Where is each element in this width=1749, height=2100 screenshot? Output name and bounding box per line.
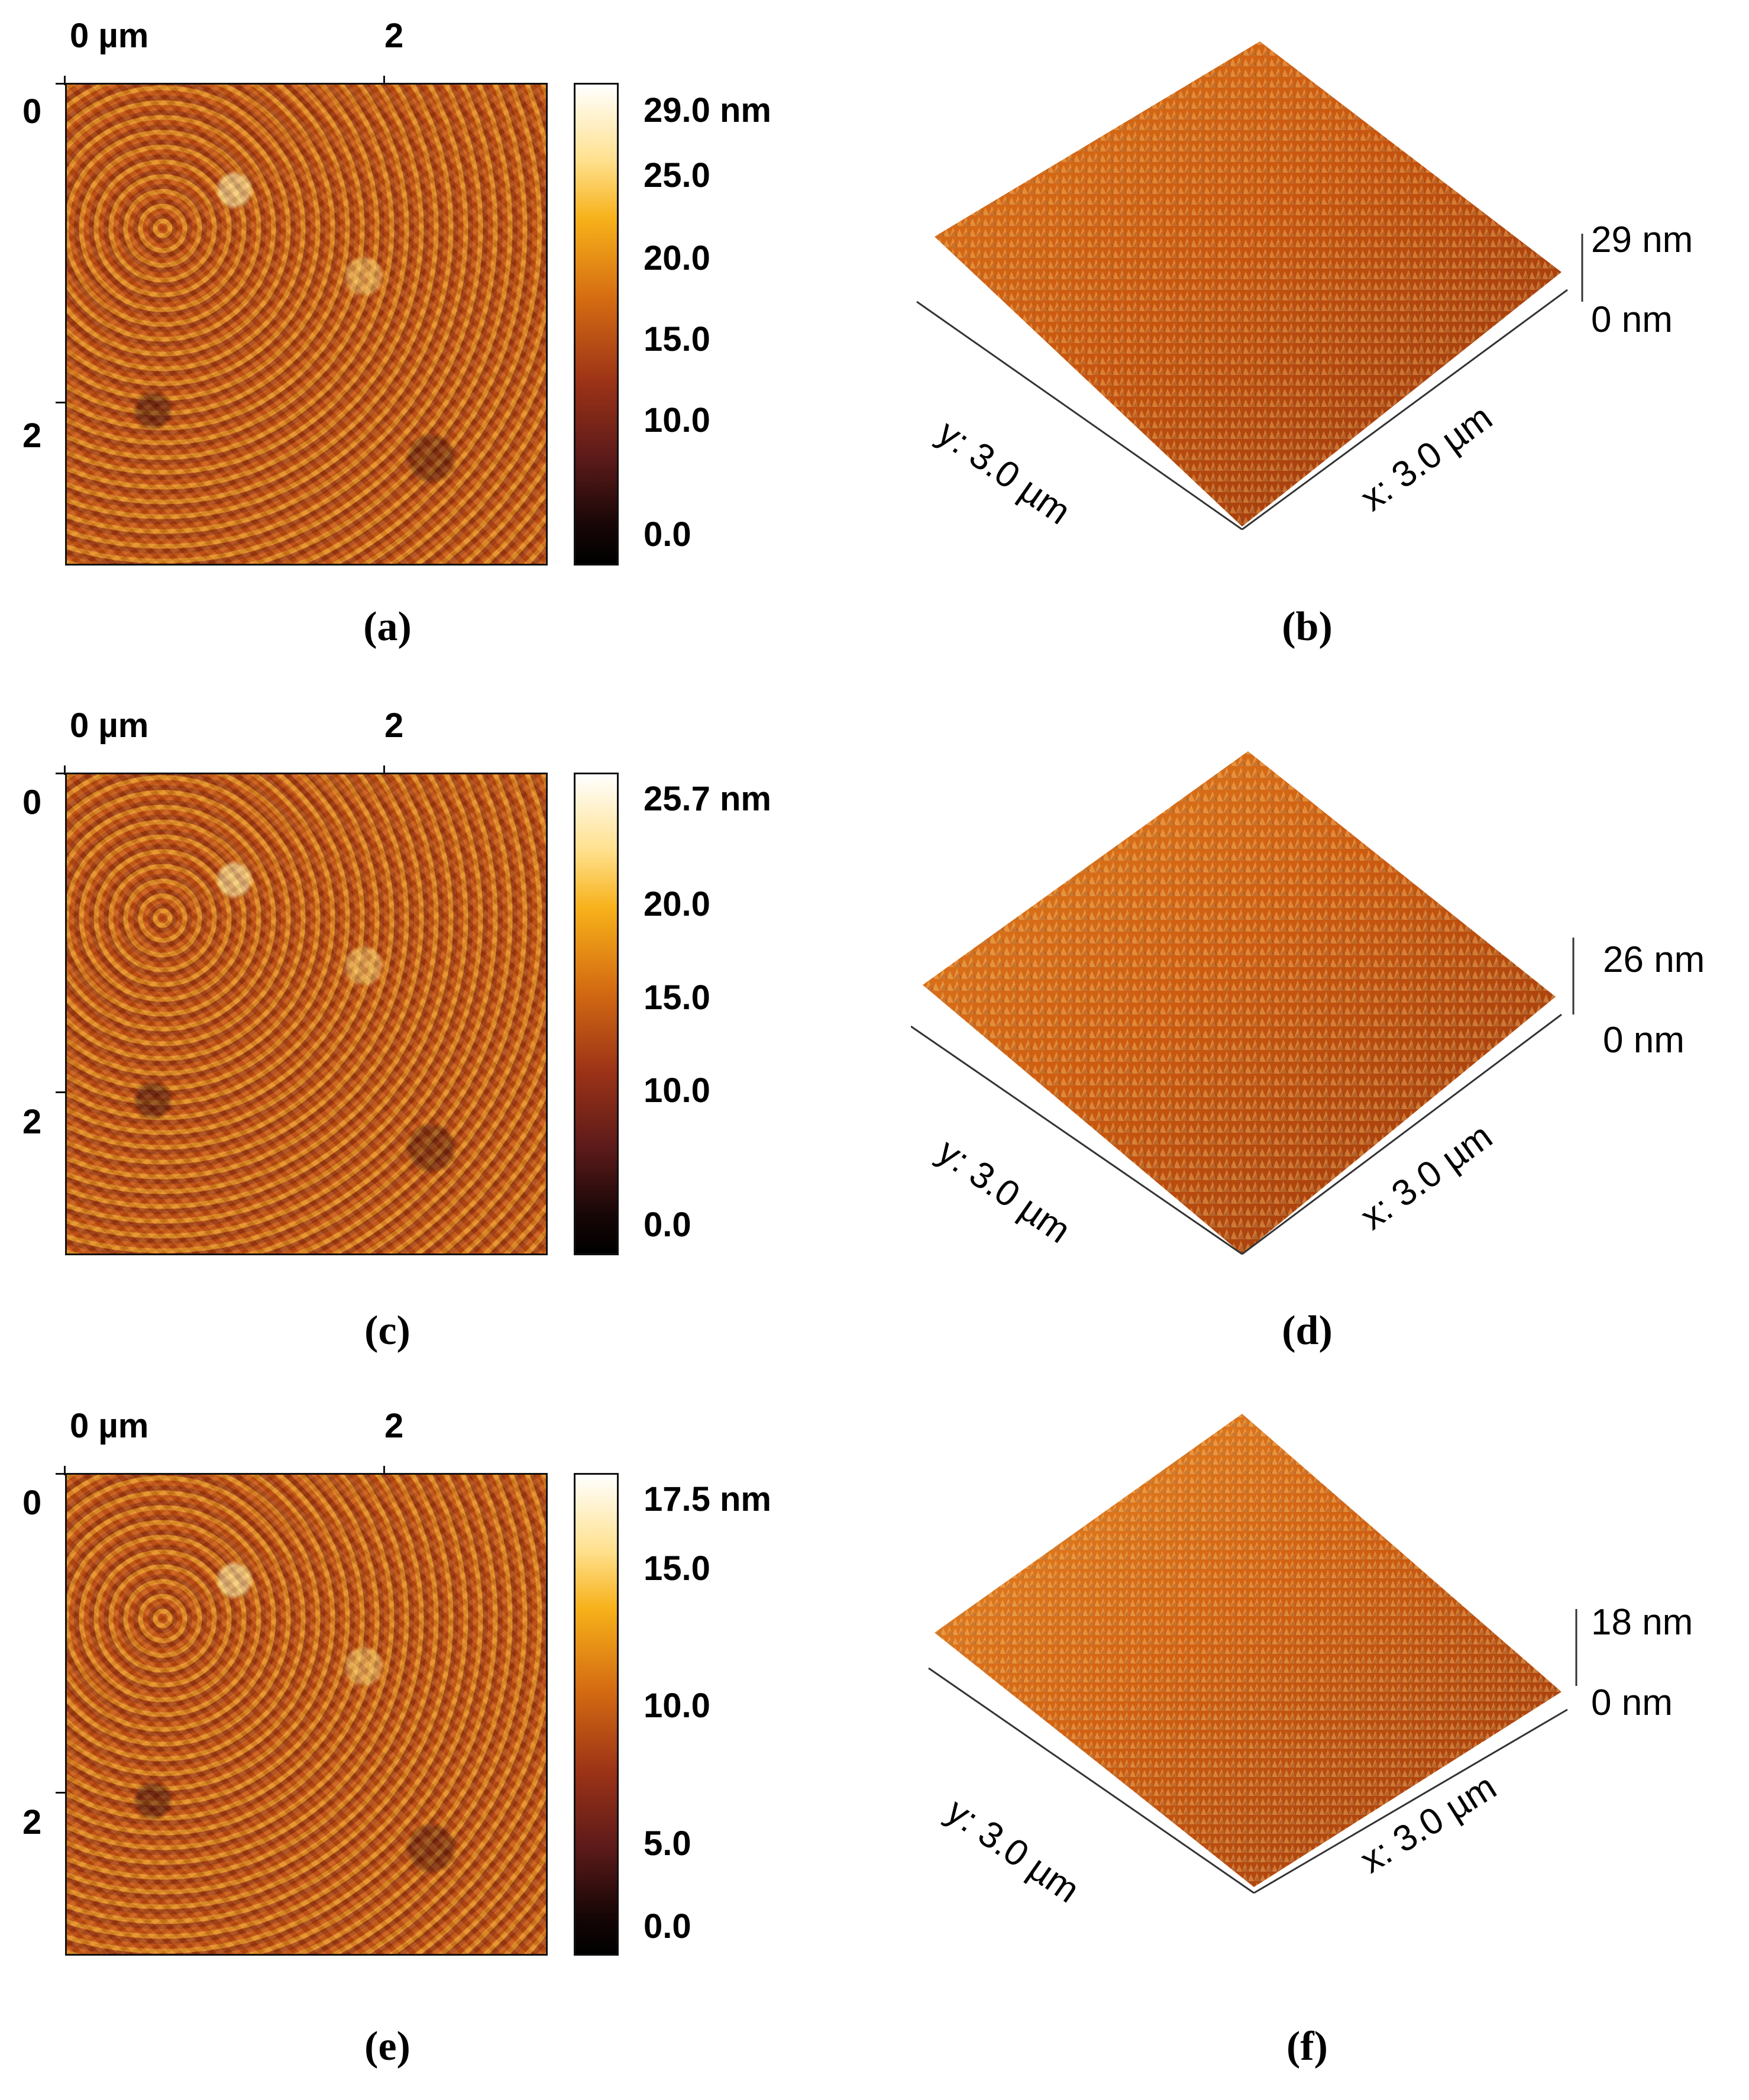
x-axis-tick-mark — [64, 765, 66, 775]
height-colorbar — [574, 773, 619, 1255]
colorbar-label-min: 0.0 — [644, 515, 691, 554]
y-axis-line — [928, 1667, 1255, 1894]
colorbar-label-max: 25.7 nm — [644, 780, 771, 818]
y-axis-tick-mark — [56, 1792, 65, 1794]
height-colorbar — [574, 1473, 619, 1956]
x-axis-start-label: 0 µm — [70, 17, 149, 55]
x-axis-line — [1242, 289, 1568, 531]
z-axis-min-label: 0 nm — [1591, 299, 1673, 340]
y-axis-tick-label: 2 — [22, 1803, 42, 1841]
colorbar-label: 20.0 — [644, 239, 710, 277]
x-axis-line — [1242, 1013, 1562, 1255]
z-axis-min-label: 0 nm — [1591, 1682, 1673, 1723]
colorbar-label: 10.0 — [644, 1071, 710, 1110]
y-axis-tick-mark — [56, 1091, 65, 1093]
colorbar-label-max: 29.0 nm — [644, 91, 771, 130]
y-axis-tick-mark — [56, 1473, 65, 1475]
panel-caption: (e) — [364, 2024, 410, 2069]
x-axis-tick-mark — [64, 76, 66, 85]
afm-height-map — [65, 83, 548, 566]
x-axis-tick-mark — [383, 1466, 385, 1475]
colorbar-label-min: 0.0 — [644, 1206, 691, 1244]
panel-caption: (c) — [364, 1308, 410, 1353]
x-axis-tick-mark — [383, 765, 385, 775]
z-axis-max-label: 18 nm — [1591, 1602, 1693, 1643]
panel-caption: (d) — [1282, 1308, 1333, 1353]
x-axis-start-label: 0 µm — [70, 1407, 149, 1445]
y-axis-tick-label: 2 — [22, 1103, 42, 1141]
x-axis-tick-mark — [64, 1466, 66, 1475]
z-axis-max-label: 29 nm — [1591, 219, 1693, 260]
y-axis-tick-mark — [56, 83, 65, 85]
panel-caption: (b) — [1282, 604, 1333, 650]
z-axis-max-label: 26 nm — [1603, 939, 1705, 980]
colorbar-label: 15.0 — [644, 1549, 710, 1588]
colorbar-label: 10.0 — [644, 401, 710, 440]
x-axis-start-label: 0 µm — [70, 706, 149, 745]
x-axis-tick-label: 2 — [384, 1407, 404, 1445]
height-colorbar — [574, 83, 619, 566]
x-axis-tick-label: 2 — [384, 17, 404, 55]
afm-height-map — [65, 773, 548, 1255]
y-axis-tick-mark — [56, 773, 65, 774]
panel-caption: (f) — [1286, 2024, 1328, 2069]
x-axis-tick-mark — [383, 76, 385, 85]
x-axis-tick-label: 2 — [384, 706, 404, 745]
afm-3d-surface — [911, 751, 1575, 1255]
afm-3d-surface — [928, 1414, 1577, 1894]
y-axis-tick-label: 2 — [22, 416, 42, 455]
y-axis-top-label: 0 — [22, 1484, 42, 1522]
colorbar-label: 25.0 — [644, 156, 710, 195]
colorbar-label: 15.0 — [644, 978, 710, 1017]
y-axis-tick-mark — [56, 402, 65, 403]
afm-3d-surface — [916, 41, 1583, 531]
y-axis-line — [911, 1025, 1243, 1255]
z-axis-min-label: 0 nm — [1603, 1020, 1685, 1061]
y-axis-top-label: 0 — [22, 783, 42, 822]
x-axis-line — [1253, 1708, 1568, 1894]
y-axis-line — [916, 301, 1243, 531]
colorbar-label: 20.0 — [644, 885, 710, 923]
y-axis-top-label: 0 — [22, 92, 42, 131]
colorbar-label: 15.0 — [644, 320, 710, 358]
colorbar-label-min: 0.0 — [644, 1907, 691, 1946]
afm-height-map — [65, 1473, 548, 1956]
colorbar-label: 10.0 — [644, 1687, 710, 1725]
colorbar-label-max: 17.5 nm — [644, 1480, 771, 1519]
colorbar-label: 5.0 — [644, 1824, 691, 1863]
panel-caption: (a) — [363, 604, 412, 650]
